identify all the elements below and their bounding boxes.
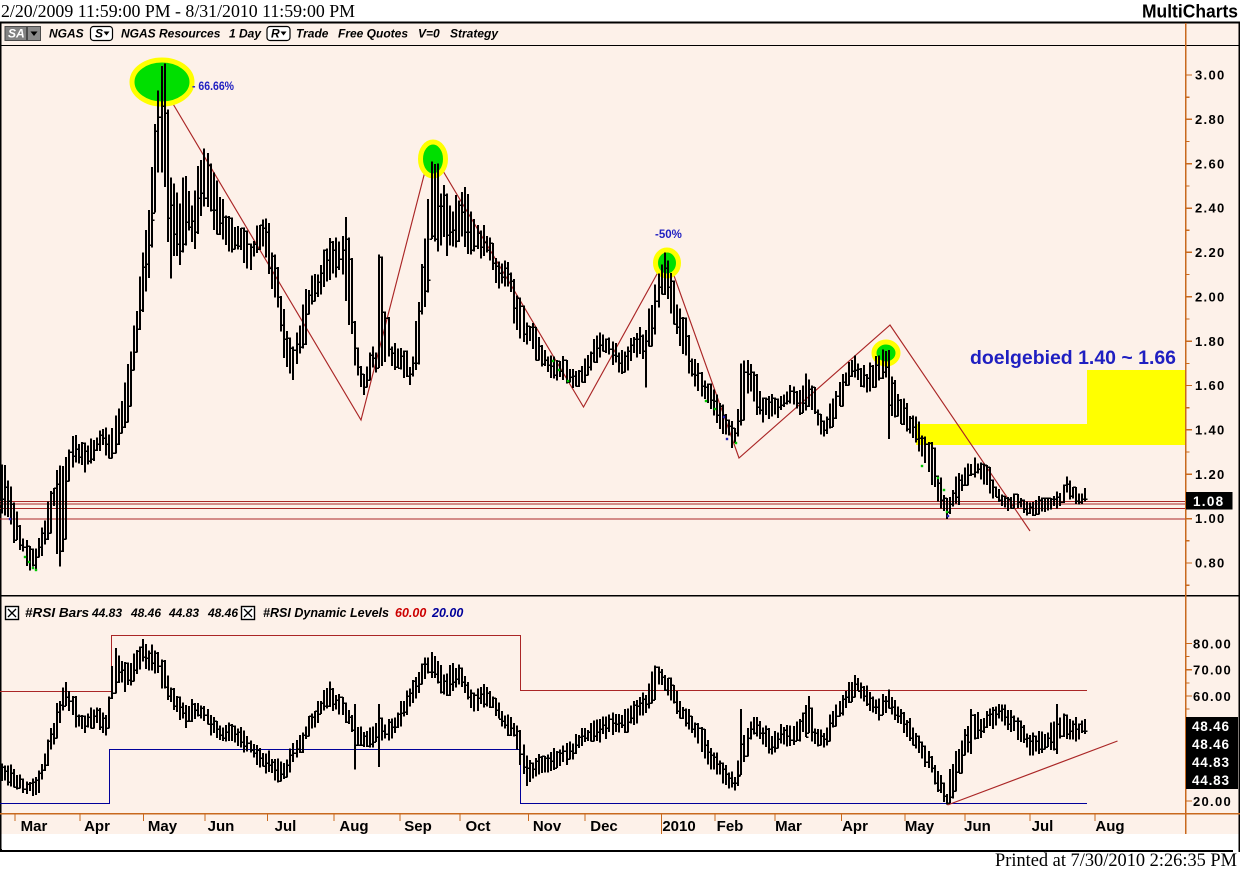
svg-text:2.20: 2.20 [1195,245,1226,260]
svg-text:May: May [905,818,935,835]
svg-text:2.60: 2.60 [1195,156,1226,171]
svg-text:Trade: Trade [296,27,329,41]
svg-text:NGAS: NGAS [49,27,84,41]
svg-text:Feb: Feb [717,818,744,835]
svg-text:NGAS Resources: NGAS Resources [121,27,221,41]
svg-text:44.83: 44.83 [168,606,199,620]
svg-text:Jul: Jul [1032,818,1054,835]
svg-text:S: S [95,27,103,41]
svg-text:2.40: 2.40 [1195,201,1226,216]
svg-text:Aug: Aug [339,818,368,835]
svg-text:May: May [148,818,178,835]
svg-text:48.46: 48.46 [130,606,161,620]
svg-text:1.80: 1.80 [1195,334,1226,349]
svg-text:2/20/2009 11:59:00 PM - 8/31/2: 2/20/2009 11:59:00 PM - 8/31/2010 11:59:… [1,1,355,21]
svg-text:48.46: 48.46 [207,606,238,620]
svg-text:2010: 2010 [662,818,695,835]
svg-text:Aug: Aug [1095,818,1124,835]
svg-text:Sep: Sep [404,818,432,835]
svg-text:0.80: 0.80 [1195,556,1226,571]
svg-text:Mar: Mar [21,818,48,835]
svg-text:60.00: 60.00 [1193,689,1232,704]
svg-text:Jun: Jun [964,818,991,835]
svg-text:70.00: 70.00 [1193,663,1232,678]
svg-text:Mar: Mar [775,818,802,835]
svg-text:80.00: 80.00 [1193,636,1232,651]
svg-text:Dec: Dec [590,818,618,835]
svg-text:1.40: 1.40 [1195,423,1226,438]
svg-text:2.80: 2.80 [1195,112,1226,127]
svg-text:Printed at 7/30/2010 2:26:35 P: Printed at 7/30/2010 2:26:35 PM [995,850,1237,871]
svg-text:20.00: 20.00 [1193,794,1232,809]
svg-text:44.83: 44.83 [1192,773,1230,788]
svg-text:#RSI Dynamic Levels: #RSI Dynamic Levels [263,606,389,620]
svg-text:44.83: 44.83 [1192,755,1230,770]
svg-text:1.08: 1.08 [1193,494,1224,509]
svg-text:60.00: 60.00 [395,606,426,620]
svg-text:20.00: 20.00 [431,606,463,620]
svg-text:-50%: -50% [655,229,682,241]
svg-text:1.20: 1.20 [1195,467,1226,482]
svg-text:44.83: 44.83 [91,606,122,620]
svg-text:Apr: Apr [842,818,868,835]
svg-text:1.00: 1.00 [1195,511,1226,526]
svg-text:R: R [271,27,280,41]
svg-text:SA: SA [8,27,25,41]
svg-text:#RSI Bars: #RSI Bars [25,606,89,620]
svg-text:1 Day: 1 Day [229,27,262,41]
svg-text:doelgebied 1.40 ~ 1.66: doelgebied 1.40 ~ 1.66 [970,348,1176,369]
svg-text:Oct: Oct [465,818,490,835]
svg-text:3.00: 3.00 [1195,68,1226,83]
svg-text:Jun: Jun [208,818,235,835]
svg-text:48.46: 48.46 [1192,737,1230,752]
svg-text:Strategy: Strategy [450,27,499,41]
svg-text:Free Quotes: Free Quotes [338,27,408,41]
svg-text:- 66.66%: - 66.66% [192,79,234,93]
svg-text:2.00: 2.00 [1195,289,1226,304]
svg-text:Apr: Apr [84,818,110,835]
svg-text:Jul: Jul [275,818,297,835]
svg-text:1.60: 1.60 [1195,378,1226,393]
svg-text:48.46: 48.46 [1192,719,1230,734]
svg-text:Nov: Nov [533,818,562,835]
svg-text:MultiCharts: MultiCharts [1142,2,1238,22]
svg-text:V=0: V=0 [418,27,440,41]
